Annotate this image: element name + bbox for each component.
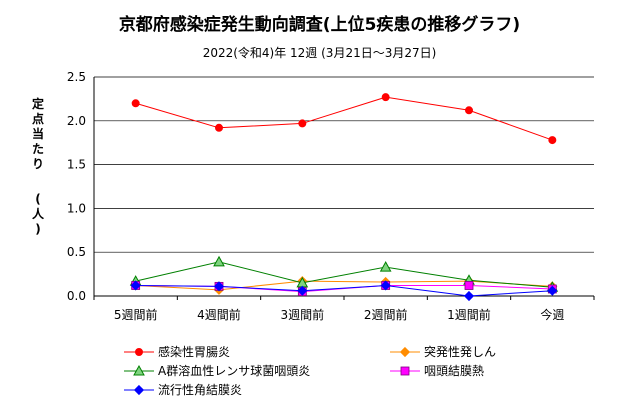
series-line [135, 261, 553, 288]
chart-title: 京都府感染症発生動向調査(上位5疾患の推移グラフ) [118, 15, 521, 35]
legend-item: 感染性胃腸炎 [124, 344, 230, 359]
data-point [131, 99, 140, 108]
y-label-char: 当 [32, 126, 44, 141]
series-line [135, 96, 553, 141]
y-tick-label: 1.5 [67, 158, 86, 172]
legend-item: A群溶血性レンサ球菌咽頭炎 [124, 363, 310, 378]
data-point [297, 285, 308, 296]
y-label-char: り [32, 157, 44, 171]
y-tick-label: 1.0 [67, 201, 86, 215]
x-tick-label: 3週間前 [281, 307, 325, 322]
data-point [547, 285, 558, 296]
y-label-char: ( [35, 192, 40, 206]
series-1 [131, 93, 557, 145]
legend-label: A群溶血性レンサ球菌咽頭炎 [158, 363, 310, 378]
legend-item: 突発性発しん [390, 344, 496, 359]
series-line [135, 280, 553, 291]
legend-marker [135, 348, 143, 356]
data-point [215, 123, 223, 132]
y-tick-label: 2.5 [67, 70, 86, 84]
data-point [379, 261, 392, 272]
legend-label: 突発性発しん [424, 344, 496, 359]
grid-lines [94, 76, 594, 253]
data-point [465, 106, 473, 115]
y-tick-label: 2.0 [67, 114, 86, 128]
y-label-char: 点 [32, 111, 44, 126]
legend-item: 流行性角結膜炎 [124, 383, 242, 397]
data-point [130, 280, 141, 291]
y-tick-labels: 0.0 0.5 1.0 1.5 2.0 2.5 [67, 70, 86, 303]
y-label-char: 人 [32, 206, 45, 221]
x-tick-label: 4週間前 [197, 307, 241, 322]
y-label-char: ) [35, 222, 40, 236]
legend-item: 咽頭結膜熱 [390, 364, 484, 378]
legend-label: 感染性胃腸炎 [158, 344, 230, 359]
data-point [380, 280, 391, 291]
x-tick-labels: 5週間前 4週間前 3週間前 2週間前 1週間前 今週 [114, 307, 564, 322]
x-tick-label: 1週間前 [447, 307, 491, 322]
legend-marker [133, 384, 145, 396]
y-tick-label: 0.5 [67, 245, 86, 259]
legend-label: 咽頭結膜熱 [424, 364, 484, 378]
y-label-char: 定 [32, 96, 44, 111]
data-point [298, 119, 307, 128]
axes [93, 77, 595, 300]
data-point [213, 281, 225, 292]
series-5 [130, 280, 558, 302]
series-2 [130, 276, 558, 295]
legend-marker [133, 364, 145, 376]
x-tick-label: 今週 [540, 307, 564, 322]
legend-label: 流行性角結膜炎 [158, 383, 242, 397]
data-point [463, 290, 475, 302]
y-tick-label: 0.0 [67, 289, 86, 303]
data-point [464, 281, 474, 290]
y-label-char: た [32, 142, 44, 156]
legend-marker [400, 366, 410, 376]
series-group [129, 93, 559, 302]
data-point [381, 93, 390, 102]
legend-marker [399, 346, 411, 358]
chart-subtitle: 2022(令和4)年 12週 (3月21日〜3月27日) [202, 46, 437, 60]
series-line [135, 284, 553, 297]
data-point [213, 255, 225, 267]
x-tick-label: 5週間前 [114, 307, 158, 322]
data-point [548, 136, 557, 145]
x-tick-label: 2週間前 [364, 307, 408, 322]
